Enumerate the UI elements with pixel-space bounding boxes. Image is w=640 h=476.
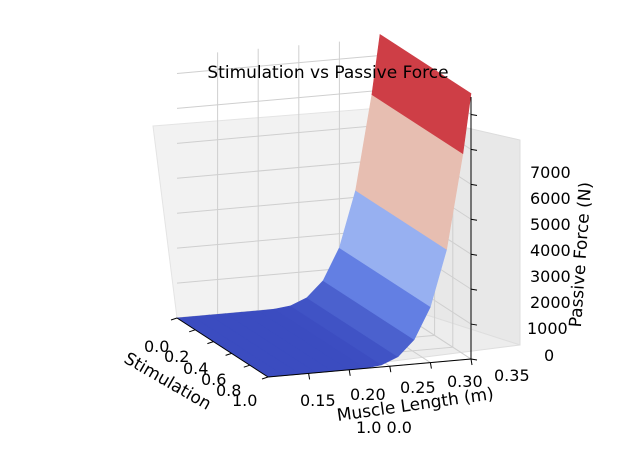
z-tick-mark	[470, 113, 478, 116]
z-tick-mark	[470, 148, 478, 151]
x-tick-label: 0.2	[164, 347, 189, 366]
z-tick-label: 6000	[530, 189, 571, 208]
z-tick-mark	[470, 218, 478, 221]
z-tick-mark	[470, 323, 478, 326]
surface	[176, 33, 472, 378]
z-tick-label: 1000	[527, 319, 568, 338]
z-tick-label: 4000	[530, 241, 571, 260]
z-tick-label: 3000	[530, 267, 571, 286]
z-tick-labels: 0 1000 2000 3000 4000 5000 6000 7000	[527, 163, 571, 365]
x-axis-line	[176, 317, 269, 378]
axes	[170, 97, 478, 380]
y-tick-label: 0.15	[300, 391, 336, 410]
x-tick-label: 1.0	[232, 391, 257, 410]
x-tick-mark	[170, 317, 178, 321]
x-tick-label: 0.0	[144, 337, 169, 356]
surface-patch	[371, 33, 472, 155]
z-tick-label: 0	[544, 346, 554, 365]
x-tick-mark	[207, 341, 214, 345]
y-tick-mark	[389, 366, 392, 373]
y-tick-mark	[308, 373, 311, 380]
x-tick-labels: 0.0 0.2 0.4 0.6 0.8 1.0	[144, 337, 257, 410]
z-tick-mark	[470, 288, 478, 291]
x-tick-label: 0.4	[183, 359, 208, 378]
y-tick-mark	[470, 358, 473, 366]
y-tick-labels: 0.15 0.20 0.25 0.30 0.35	[300, 366, 530, 410]
z-tick-label: 5000	[530, 215, 571, 234]
y-tick-mark	[429, 362, 432, 369]
z-tick-mark	[470, 253, 478, 256]
x-tick-mark	[189, 329, 196, 333]
y-tick-mark	[348, 369, 351, 376]
y-tick-label: 0.25	[400, 378, 436, 397]
chart-title: Stimulation vs Passive Force	[207, 63, 448, 83]
z-tick-mark	[470, 358, 478, 361]
y-tick-label: 0.30	[447, 372, 483, 391]
axis-offset-text: 1.0 0.0	[356, 418, 412, 437]
y-tick-label: 0.35	[494, 366, 530, 385]
z-tick-mark	[470, 183, 478, 186]
x-tick-label: 0.8	[216, 381, 241, 400]
y-axis-line	[267, 358, 472, 378]
y-tick-label: 0.20	[350, 385, 386, 404]
x-tick-mark	[243, 364, 250, 368]
x-tick-mark	[261, 376, 269, 380]
z-tick-label: 7000	[530, 163, 571, 182]
x-tick-mark	[225, 352, 232, 356]
x-tick-label: 0.6	[201, 370, 226, 389]
z-tick-label: 2000	[530, 293, 571, 312]
